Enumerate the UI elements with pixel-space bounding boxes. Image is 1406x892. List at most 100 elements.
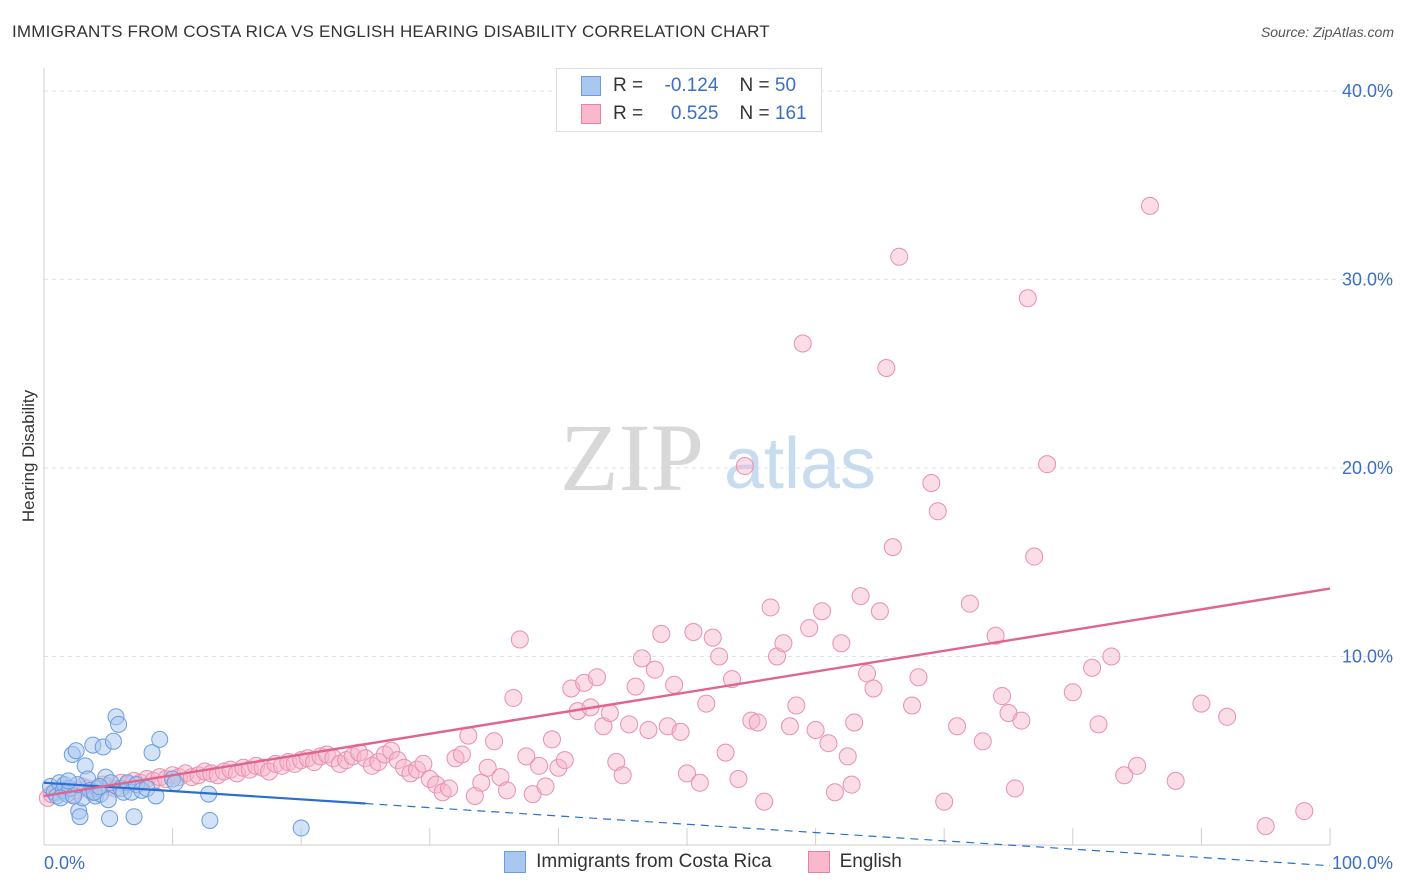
costa-rica-point <box>201 811 219 829</box>
english-point <box>710 647 729 666</box>
source-label: Source: ZipAtlas.com <box>1260 24 1394 40</box>
costa-rica-point <box>143 744 161 762</box>
english-point <box>948 717 967 736</box>
english-point <box>549 758 568 777</box>
legend-row-english: R = 0.525 N = 161 <box>581 101 807 127</box>
costa-rica-point <box>110 715 128 733</box>
costa-rica-point <box>125 808 143 826</box>
y-tick-label: 40.0% <box>1342 81 1393 101</box>
english-point <box>542 730 561 749</box>
english-point <box>530 756 549 775</box>
english-point <box>729 770 748 789</box>
y-tick-label: 30.0% <box>1342 269 1393 289</box>
english-point <box>842 775 861 794</box>
english-point <box>819 734 838 753</box>
english-point <box>414 754 433 773</box>
english-point <box>890 247 909 266</box>
english-point <box>851 587 870 606</box>
english-point <box>684 622 703 641</box>
english-point <box>382 741 401 760</box>
english-point <box>665 675 684 694</box>
costa-rica-point <box>99 791 117 809</box>
grid-layer <box>44 90 1392 657</box>
x-tick-label: 0.0% <box>44 853 85 873</box>
watermark: ZIP atlas <box>560 404 876 511</box>
english-point <box>587 668 606 687</box>
legend-swatch-blue <box>581 76 601 96</box>
english-point <box>1102 647 1121 666</box>
english-point <box>613 766 632 785</box>
english-point <box>735 457 754 476</box>
series-legend: Immigrants from Costa Rica English <box>0 851 1406 873</box>
english-point <box>838 747 857 766</box>
english-point <box>877 359 896 378</box>
english-point <box>703 628 722 647</box>
english-point <box>485 732 504 751</box>
english-point <box>472 773 491 792</box>
legend-swatch-pink <box>807 851 830 873</box>
english-point <box>690 773 709 792</box>
axes-layer <box>43 68 1331 846</box>
y-tick-label: 20.0% <box>1342 458 1393 478</box>
english-point <box>497 781 516 800</box>
english-point <box>787 696 806 715</box>
costa-rica-point <box>147 787 165 805</box>
english-point <box>960 594 979 613</box>
english-point <box>632 649 651 668</box>
english-point <box>864 679 883 698</box>
english-point <box>761 598 780 617</box>
english-point <box>607 753 626 772</box>
english-point <box>1256 817 1275 836</box>
correlation-legend: R = -0.124 N = 50 R = 0.525 N = 161 <box>556 68 822 132</box>
english-point <box>806 720 825 739</box>
english-point <box>1038 455 1057 474</box>
english-point <box>922 474 941 493</box>
costa-rica-point <box>151 730 169 748</box>
english-point <box>1166 771 1185 790</box>
english-point <box>510 630 529 649</box>
english-point <box>626 677 645 696</box>
english-point <box>742 711 761 730</box>
english-point <box>620 715 639 734</box>
english-point <box>883 538 902 557</box>
english-point <box>504 688 523 707</box>
english-point <box>1218 707 1237 726</box>
english-point <box>793 334 812 353</box>
english-point <box>1012 711 1031 730</box>
costa-rica-point <box>101 810 119 828</box>
english-point <box>748 713 767 732</box>
english-point <box>845 713 864 732</box>
english-point <box>1005 779 1024 798</box>
english-point <box>800 619 819 638</box>
english-point <box>1295 802 1314 821</box>
english-point <box>768 647 787 666</box>
legend-item-costa-rica: Immigrants from Costa Rica <box>504 851 772 873</box>
costa-rica-point <box>67 742 85 760</box>
english-point <box>1025 547 1044 566</box>
english-point <box>388 751 407 770</box>
english-point <box>369 753 388 772</box>
costa-rica-point <box>59 772 77 790</box>
english-point <box>440 779 459 798</box>
y-tick-label: 10.0% <box>1342 646 1393 666</box>
english-point <box>678 764 696 783</box>
english-point <box>774 634 793 653</box>
english-point <box>639 720 658 739</box>
english-point <box>452 745 471 764</box>
english-point <box>825 783 844 802</box>
english-point <box>1083 658 1102 677</box>
english-point <box>491 768 510 787</box>
english-point <box>1128 756 1147 775</box>
trend-lines <box>43 587 1331 867</box>
costa-rica-point <box>166 774 184 792</box>
trend-line-english <box>43 587 1331 798</box>
english-point <box>832 634 851 653</box>
english-point <box>716 743 735 762</box>
english-point <box>465 786 484 805</box>
english-point <box>858 664 877 683</box>
costa-rica-point <box>104 732 122 750</box>
english-point <box>1115 766 1134 785</box>
watermark-atlas: atlas <box>724 424 876 504</box>
english-point <box>755 792 774 811</box>
y-axis-label: Hearing Disability <box>19 389 38 522</box>
